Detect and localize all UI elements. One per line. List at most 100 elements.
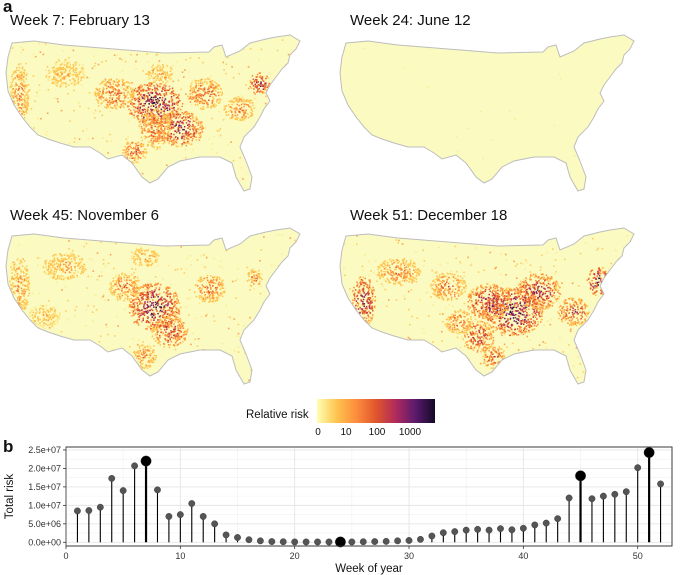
risk-cell [209, 281, 211, 283]
risk-cell [130, 258, 133, 260]
risk-cell [9, 100, 12, 103]
risk-cell [49, 275, 51, 278]
risk-cell [173, 334, 175, 337]
risk-cell [53, 66, 55, 69]
risk-cell [180, 326, 182, 328]
risk-cell [257, 166, 259, 169]
risk-cell [153, 325, 156, 327]
risk-cell [107, 299, 110, 301]
risk-cell [138, 91, 141, 94]
risk-cell [277, 234, 280, 236]
risk-cell [53, 277, 55, 279]
risk-cell [190, 133, 192, 135]
risk-cell [125, 274, 128, 277]
risk-cell [72, 68, 75, 71]
risk-cell [170, 313, 173, 316]
map-title-week7: Week 7: February 13 [10, 12, 150, 29]
risk-cell [174, 330, 176, 333]
risk-cell [97, 99, 99, 101]
risk-cell [177, 319, 179, 321]
risk-cell [129, 157, 131, 159]
risk-cell [213, 294, 215, 297]
risk-cell [134, 258, 137, 260]
risk-cell [43, 271, 46, 273]
risk-cell [145, 84, 148, 86]
risk-cell [212, 285, 214, 287]
risk-cell [123, 176, 126, 179]
risk-cell [60, 67, 62, 69]
risk-cell [19, 332, 21, 334]
risk-cell [169, 344, 171, 346]
risk-cell [197, 89, 199, 92]
risk-cell [82, 270, 84, 272]
risk-cell [136, 149, 139, 151]
risk-cell [186, 124, 189, 126]
risk-cell [122, 104, 124, 107]
risk-cell [9, 280, 11, 283]
risk-cell [127, 150, 129, 153]
risk-cell [98, 340, 101, 343]
risk-cell [168, 85, 171, 88]
risk-cell [167, 339, 170, 342]
risk-cell [132, 360, 135, 362]
risk-cell [191, 98, 193, 100]
risk-cell [298, 375, 300, 378]
risk-cell [199, 93, 201, 95]
risk-cell [107, 105, 109, 108]
risk-cell [237, 268, 239, 270]
risk-cell [255, 80, 258, 82]
risk-cell [192, 86, 195, 89]
risk-cell [163, 346, 165, 348]
risk-cell [63, 75, 65, 78]
risk-cell [72, 67, 74, 69]
risk-cell [293, 170, 296, 173]
risk-cell [132, 88, 134, 91]
risk-cell [13, 291, 15, 293]
risk-cell [258, 283, 260, 286]
risk-cell [129, 113, 132, 115]
risk-cell [233, 101, 235, 104]
risk-cell [288, 263, 290, 265]
risk-cell [27, 294, 30, 297]
risk-cell [229, 316, 231, 319]
risk-cell [61, 67, 63, 69]
risk-cell [164, 77, 166, 79]
risk-cell [151, 99, 153, 101]
risk-cell [54, 277, 56, 280]
risk-cell [167, 89, 169, 92]
risk-cell [170, 324, 172, 327]
risk-cell [118, 296, 121, 298]
risk-cell [148, 89, 150, 91]
risk-cell [152, 293, 154, 295]
risk-cell [178, 324, 180, 327]
risk-cell [10, 95, 12, 98]
risk-cell [172, 44, 174, 46]
risk-cell [192, 124, 194, 126]
risk-cell [21, 261, 23, 264]
risk-cell [213, 257, 215, 260]
risk-cell [151, 126, 153, 129]
risk-cell [52, 79, 54, 82]
risk-cell [154, 358, 157, 361]
risk-cell [212, 276, 214, 279]
risk-cell [109, 103, 111, 105]
risk-cell [126, 282, 128, 285]
risk-cell [200, 126, 203, 128]
risk-cell [155, 357, 157, 359]
risk-cell [212, 84, 215, 86]
risk-cell [154, 256, 157, 258]
risk-cell [169, 88, 171, 90]
risk-cell [217, 276, 219, 278]
risk-cell [203, 102, 205, 105]
risk-cell [252, 85, 255, 87]
risk-cell [133, 97, 136, 100]
risk-cell [17, 305, 19, 308]
risk-cell [98, 178, 101, 181]
risk-cell [205, 315, 207, 317]
risk-cell [61, 73, 63, 75]
risk-cell [132, 281, 134, 283]
risk-cell [105, 97, 107, 100]
risk-cell [164, 98, 167, 100]
risk-cell [210, 280, 212, 283]
risk-cell [255, 279, 258, 282]
